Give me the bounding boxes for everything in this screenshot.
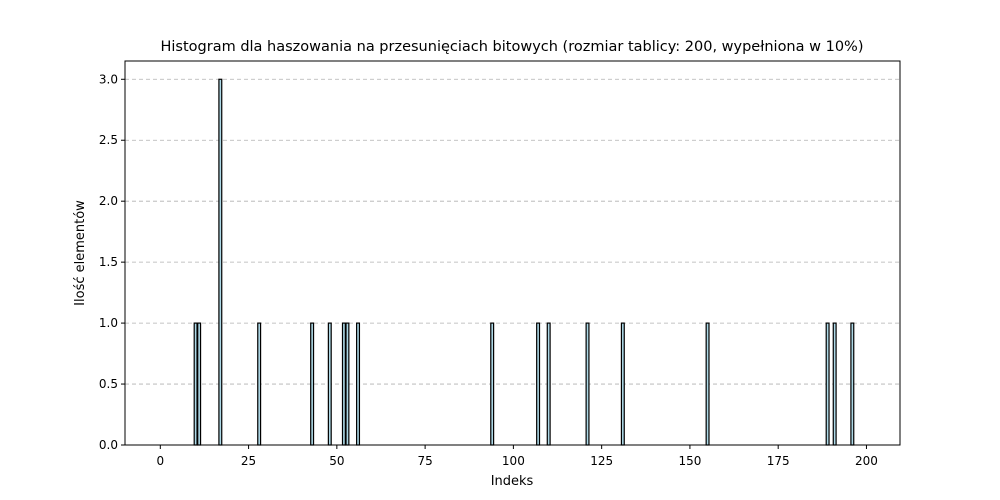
histogram-bar [327, 322, 332, 446]
y-tick-label: 2.0 [99, 194, 118, 208]
plot-frame [124, 60, 901, 446]
y-tick-label: 3.0 [99, 72, 118, 86]
histogram-bar [356, 322, 361, 446]
histogram-bar [850, 322, 855, 446]
histogram-bar [193, 322, 198, 446]
y-tick-label: 1.0 [99, 316, 118, 330]
grid-lines [125, 78, 900, 446]
x-tick-label: 125 [590, 454, 613, 468]
histogram-bar [536, 322, 541, 446]
histogram-bar [345, 322, 350, 446]
chart-title: Histogram dla haszowania na przesunięcia… [161, 39, 864, 55]
histogram-bar [825, 322, 830, 446]
y-tick-label: 2.5 [99, 133, 118, 147]
x-tick-label: 0 [156, 454, 164, 468]
y-axis-label: Ilość elementów [73, 200, 88, 306]
x-tick-label: 100 [502, 454, 525, 468]
y-axis-ticks: 0.0 0.5 1.0 1.5 2.0 2.5 3.0 [99, 72, 125, 452]
y-tick-label: 1.5 [99, 255, 118, 269]
histogram-bar [620, 322, 625, 446]
x-axis-label: Indeks [491, 474, 534, 489]
histogram-bar [546, 322, 551, 446]
x-tick-label: 50 [329, 454, 344, 468]
histogram-bar [197, 322, 202, 446]
histogram-bar [341, 322, 346, 446]
histogram-bar [490, 322, 495, 446]
y-tick-label: 0.0 [99, 438, 118, 452]
x-tick-label: 200 [855, 454, 878, 468]
histogram-bar [257, 322, 262, 446]
histogram-bar [705, 322, 710, 446]
x-axis-ticks: 0 25 50 75 100 125 150 175 200 [156, 445, 878, 468]
histogram-bar [832, 322, 837, 446]
y-tick-label: 0.5 [99, 377, 118, 391]
x-tick-label: 175 [767, 454, 790, 468]
x-tick-label: 75 [417, 454, 432, 468]
histogram-bar [310, 322, 315, 446]
x-tick-label: 25 [241, 454, 256, 468]
x-tick-label: 150 [678, 454, 701, 468]
histogram-bar [585, 322, 590, 446]
histogram-bar [218, 78, 223, 446]
